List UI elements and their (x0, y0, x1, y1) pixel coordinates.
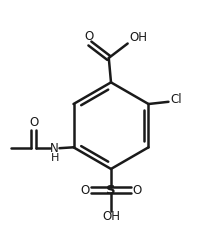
Text: Cl: Cl (170, 93, 182, 106)
Text: O: O (84, 30, 93, 43)
Text: OH: OH (129, 31, 147, 44)
Text: N: N (50, 142, 59, 155)
Text: OH: OH (102, 210, 120, 223)
Text: O: O (29, 116, 38, 129)
Text: H: H (50, 153, 59, 163)
Text: O: O (80, 183, 89, 197)
Text: S: S (106, 183, 116, 197)
Text: O: O (133, 183, 142, 197)
